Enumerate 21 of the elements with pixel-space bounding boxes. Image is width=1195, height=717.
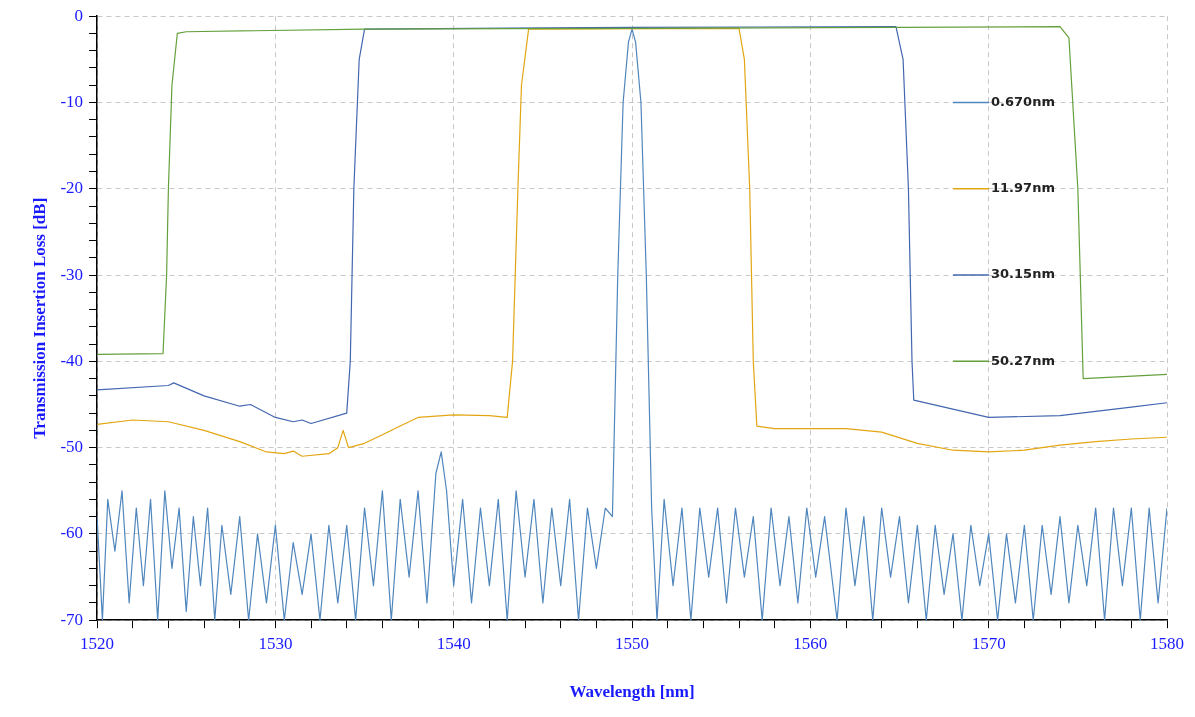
x-tick-label: 1550 bbox=[615, 633, 650, 653]
y-axis-title: Transmission Insertion Loss [dB] bbox=[29, 197, 49, 439]
legend-label: 11.97nm bbox=[991, 180, 1055, 196]
x-tick-label: 1520 bbox=[80, 633, 115, 653]
y-tick-label: -60 bbox=[60, 523, 84, 543]
x-tick-label: 1580 bbox=[1150, 633, 1184, 653]
y-tick-label: -10 bbox=[60, 91, 84, 111]
y-tick-label: -20 bbox=[60, 178, 84, 198]
x-tick-label: 1560 bbox=[793, 633, 828, 653]
y-tick-label: -50 bbox=[60, 437, 84, 457]
legend-label: 30.15nm bbox=[991, 266, 1055, 282]
y-tick-label: -40 bbox=[60, 350, 84, 370]
legend-label: 0.670nm bbox=[991, 93, 1055, 109]
y-tick-label: -30 bbox=[60, 264, 84, 284]
y-tick-label: 0 bbox=[74, 5, 84, 25]
x-tick-label: 1570 bbox=[971, 633, 1006, 653]
legend-label: 50.27nm bbox=[991, 352, 1055, 368]
x-tick-label: 1530 bbox=[258, 633, 293, 653]
x-axis-title: Wavelength [nm] bbox=[569, 682, 695, 702]
y-tick-label: -70 bbox=[60, 609, 84, 629]
x-tick-label: 1540 bbox=[436, 633, 471, 653]
